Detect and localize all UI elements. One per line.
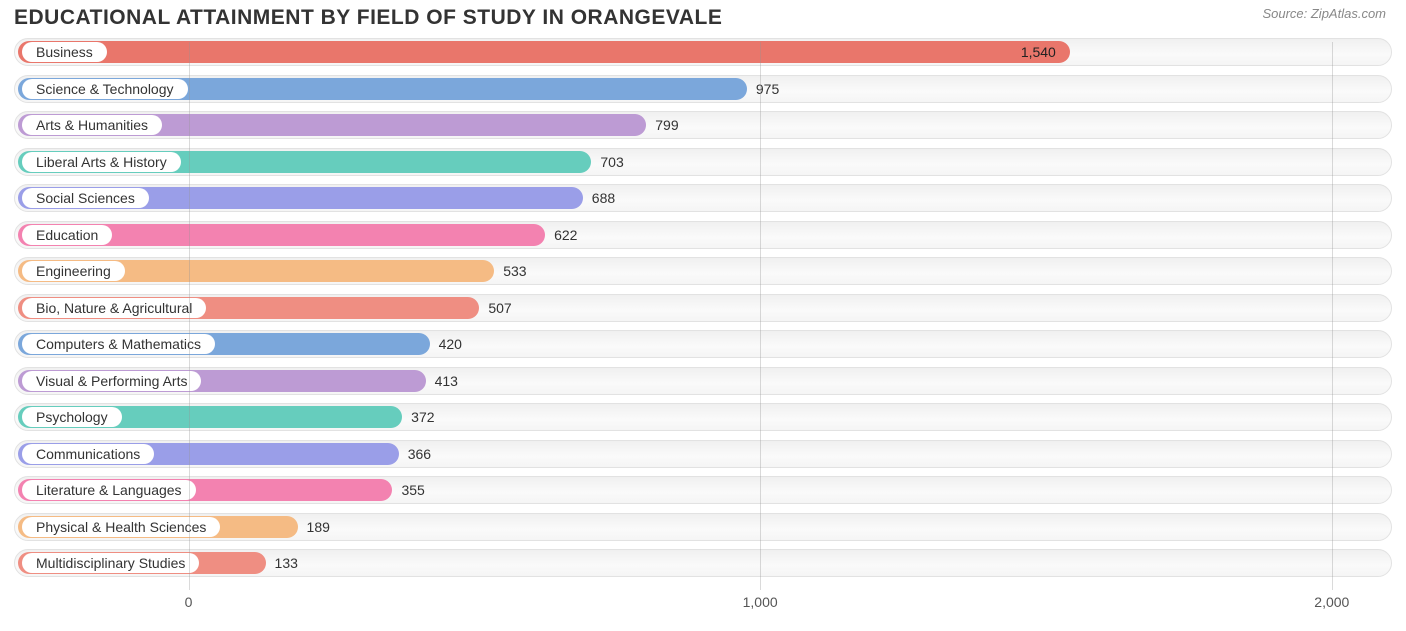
bar-value-label: 622 bbox=[554, 227, 577, 243]
bar-fill: Bio, Nature & Agricultural bbox=[18, 297, 479, 319]
bar-fill: Multidisciplinary Studies bbox=[18, 552, 266, 574]
bar-track: 799 Arts & Humanities bbox=[14, 111, 1392, 139]
bar-category-pill: Business bbox=[22, 42, 107, 62]
bar-track: 189 Physical & Health Sciences bbox=[14, 513, 1392, 541]
bar-category-pill: Visual & Performing Arts bbox=[22, 371, 201, 391]
bar-fill: Physical & Health Sciences bbox=[18, 516, 298, 538]
bar-track: 688 Social Sciences bbox=[14, 184, 1392, 212]
bar-category-pill: Science & Technology bbox=[22, 79, 188, 99]
chart-source: Source: ZipAtlas.com bbox=[1262, 6, 1386, 21]
x-axis: 0 1,000 2,000 bbox=[14, 590, 1392, 612]
bar-value-label: 413 bbox=[435, 373, 458, 389]
bar-value-label: 703 bbox=[600, 154, 623, 170]
bar-fill: Business 1,540 bbox=[18, 41, 1070, 63]
bar-track: 533 Engineering bbox=[14, 257, 1392, 285]
bar-track: 703 Liberal Arts & History bbox=[14, 148, 1392, 176]
bar-fill: Arts & Humanities bbox=[18, 114, 646, 136]
bar-category-pill: Communications bbox=[22, 444, 154, 464]
bar-fill: Communications bbox=[18, 443, 399, 465]
bar-track: 133 Multidisciplinary Studies bbox=[14, 549, 1392, 577]
bar-fill: Engineering bbox=[18, 260, 494, 282]
bar-category-pill: Education bbox=[22, 225, 112, 245]
x-tick-label: 2,000 bbox=[1314, 594, 1349, 610]
bar-category-pill: Multidisciplinary Studies bbox=[22, 553, 199, 573]
bar-container: Business 1,540 975Science & Technology 799 A… bbox=[14, 38, 1392, 612]
bar-fill: Psychology bbox=[18, 406, 402, 428]
bar-value-label: 507 bbox=[488, 300, 511, 316]
bar-track: 366 Communications bbox=[14, 440, 1392, 468]
bar-value-label: 366 bbox=[408, 446, 431, 462]
bar-value-label: 189 bbox=[307, 519, 330, 535]
bar-track: 355 Literature & Languages bbox=[14, 476, 1392, 504]
chart-title: EDUCATIONAL ATTAINMENT BY FIELD OF STUDY… bbox=[14, 6, 722, 30]
x-gridline bbox=[1332, 42, 1333, 590]
bar-value-label: 533 bbox=[503, 263, 526, 279]
x-gridline bbox=[760, 42, 761, 590]
bar-category-pill: Bio, Nature & Agricultural bbox=[22, 298, 206, 318]
x-tick-label: 0 bbox=[185, 594, 193, 610]
bar-value-label: 1,540 bbox=[1021, 44, 1056, 60]
bar-value-label: 372 bbox=[411, 409, 434, 425]
chart-header: EDUCATIONAL ATTAINMENT BY FIELD OF STUDY… bbox=[0, 0, 1406, 30]
bar-fill: Liberal Arts & History bbox=[18, 151, 591, 173]
bar-fill: Education bbox=[18, 224, 545, 246]
bar-track: 413 Visual & Performing Arts bbox=[14, 367, 1392, 395]
bar-fill: Literature & Languages bbox=[18, 479, 392, 501]
bar-category-pill: Computers & Mathematics bbox=[22, 334, 215, 354]
bar-track: Business 1,540 bbox=[14, 38, 1392, 66]
bar-value-label: 799 bbox=[655, 117, 678, 133]
bar-category-pill: Literature & Languages bbox=[22, 480, 196, 500]
bar-track: 975Science & Technology bbox=[14, 75, 1392, 103]
bar-track: 507 Bio, Nature & Agricultural bbox=[14, 294, 1392, 322]
bar-value-label: 420 bbox=[439, 336, 462, 352]
bar-track: 372 Psychology bbox=[14, 403, 1392, 431]
bar-fill: Visual & Performing Arts bbox=[18, 370, 426, 392]
bar-category-pill: Physical & Health Sciences bbox=[22, 517, 220, 537]
bar-category-pill: Engineering bbox=[22, 261, 125, 281]
bar-track: 622 Education bbox=[14, 221, 1392, 249]
bar-fill: Computers & Mathematics bbox=[18, 333, 430, 355]
bar-category-pill: Arts & Humanities bbox=[22, 115, 162, 135]
x-tick-label: 1,000 bbox=[743, 594, 778, 610]
bar-fill: Science & Technology bbox=[18, 78, 747, 100]
chart-area: Business 1,540 975Science & Technology 799 A… bbox=[14, 38, 1392, 612]
x-gridline bbox=[189, 42, 190, 590]
bar-category-pill: Psychology bbox=[22, 407, 122, 427]
bar-track: 420 Computers & Mathematics bbox=[14, 330, 1392, 358]
bar-category-pill: Social Sciences bbox=[22, 188, 149, 208]
bar-category-pill: Liberal Arts & History bbox=[22, 152, 181, 172]
bar-value-label: 688 bbox=[592, 190, 615, 206]
bar-value-label: 355 bbox=[401, 482, 424, 498]
bar-fill: Social Sciences bbox=[18, 187, 583, 209]
bar-value-label: 133 bbox=[275, 555, 298, 571]
